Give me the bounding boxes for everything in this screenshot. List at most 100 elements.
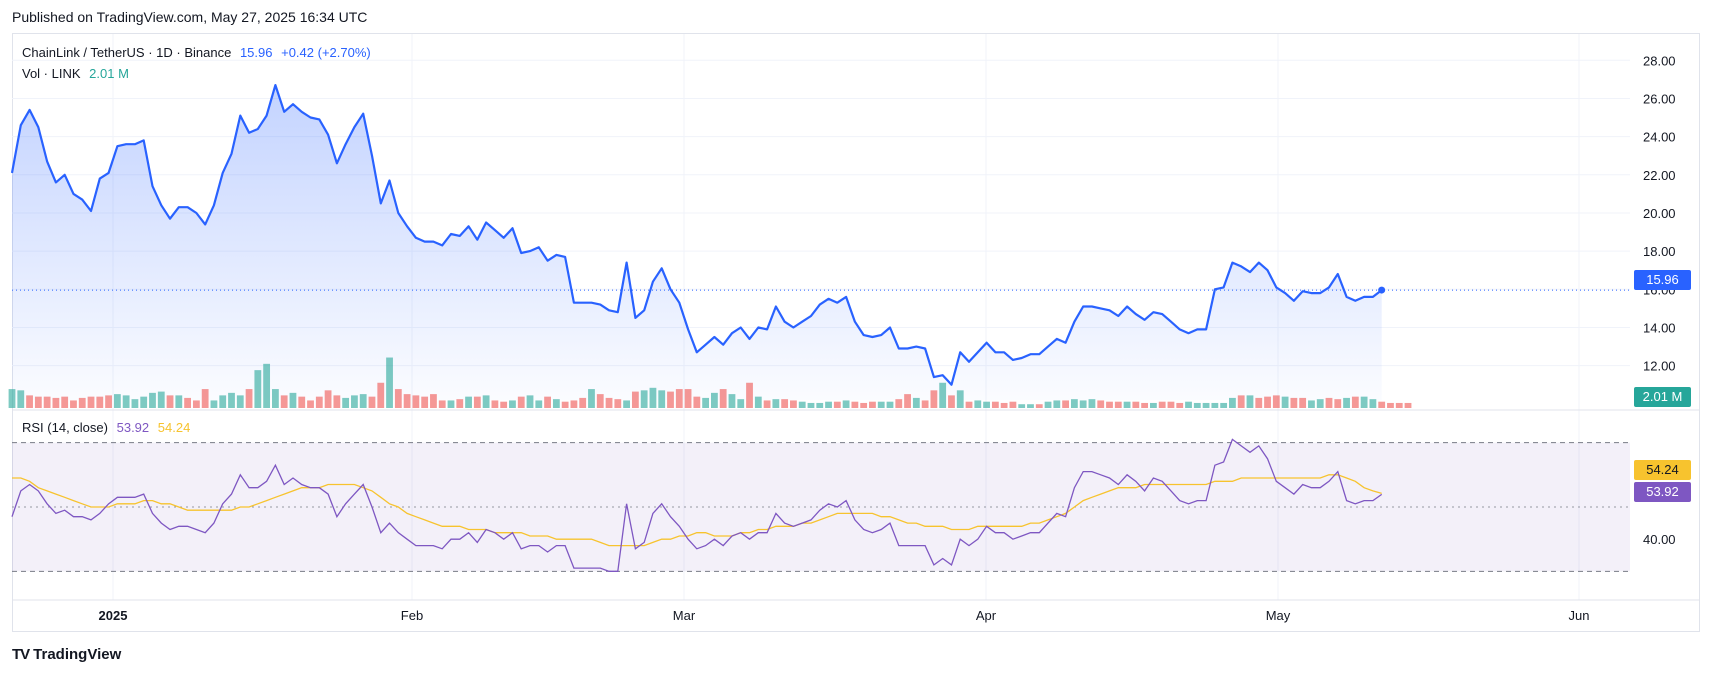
volume-bar <box>1246 395 1254 408</box>
volume-bar <box>307 400 314 408</box>
volume-bar <box>991 401 999 408</box>
volume-bar <box>579 397 587 408</box>
volume-bar <box>570 400 578 408</box>
price-tick-label: 14.00 <box>1643 320 1676 335</box>
volume-bar <box>403 394 411 408</box>
volume-bar <box>113 394 121 408</box>
volume-bar <box>684 389 692 408</box>
volume-bar <box>807 402 815 408</box>
volume-bar <box>711 392 718 408</box>
price-change: +0.42 (+2.70%) <box>281 45 371 60</box>
volume-bar <box>509 400 516 408</box>
volume-bar <box>1167 401 1175 408</box>
volume-bar <box>105 395 112 408</box>
volume-bar <box>482 395 490 408</box>
volume-bar <box>1290 397 1298 408</box>
price-tick-label: 24.00 <box>1643 130 1676 145</box>
volume-bar <box>965 401 973 408</box>
volume-bar <box>833 401 841 408</box>
volume-bar <box>526 395 534 408</box>
volume-bar <box>377 382 385 408</box>
volume-bar <box>1185 401 1192 408</box>
volume-legend[interactable]: Vol · LINK 2.01 M <box>22 66 134 81</box>
volume-bar <box>798 401 806 408</box>
volume-bar <box>772 399 780 408</box>
volume-bar <box>1000 402 1008 408</box>
volume-bar <box>1070 399 1078 408</box>
volume-bar <box>983 401 990 408</box>
volume-bar <box>236 395 244 408</box>
price-tick-label: 18.00 <box>1643 244 1676 259</box>
volume-bar <box>412 395 420 408</box>
volume-bar <box>131 399 139 408</box>
volume-bar <box>201 389 209 408</box>
volume-bar <box>351 395 358 408</box>
volume-bar <box>1220 402 1228 408</box>
volume-bar <box>1088 399 1096 408</box>
volume-bar <box>298 396 306 408</box>
symbol-legend[interactable]: ChainLink / TetherUS · 1D · Binance 15.9… <box>22 45 376 60</box>
volume-bar <box>948 395 955 408</box>
volume-bar <box>1404 402 1412 408</box>
volume-bar <box>851 401 859 408</box>
volume-bar <box>394 389 402 408</box>
volume-bar <box>658 390 666 408</box>
volume-bar <box>184 397 191 408</box>
volume-bar <box>1334 399 1342 408</box>
volume-bar <box>500 401 508 408</box>
volume-bar <box>1343 397 1350 408</box>
volume-bar <box>280 395 288 408</box>
volume-bar <box>921 400 929 408</box>
volume-bar <box>1211 402 1219 408</box>
tradingview-brand[interactable]: TV TradingView <box>12 646 121 663</box>
volume-bar <box>1018 404 1026 408</box>
volume-bar <box>359 394 367 408</box>
volume-bar <box>1255 397 1263 408</box>
volume-bar <box>272 389 279 408</box>
volume-bar <box>640 390 648 408</box>
volume-bar <box>1325 397 1333 408</box>
volume-bar <box>17 390 25 408</box>
price-tick-label: 20.00 <box>1643 206 1676 221</box>
volume-bar <box>588 389 595 408</box>
price-tag: 15.96 <box>1634 270 1691 290</box>
volume-bar <box>1264 396 1271 408</box>
volume-bar <box>1395 402 1403 408</box>
volume-bar <box>939 382 947 408</box>
volume-bar <box>333 395 341 408</box>
current-price-dot <box>1378 286 1386 294</box>
volume-bar <box>1132 401 1140 408</box>
time-axis-label: Apr <box>976 608 997 623</box>
volume-bar <box>623 400 630 408</box>
volume-bar <box>1351 396 1359 408</box>
price-tick-label: 22.00 <box>1643 168 1676 183</box>
published-header: Published on TradingView.com, May 27, 20… <box>12 9 368 25</box>
price-line <box>10 84 1383 386</box>
volume-bar <box>842 400 850 408</box>
volume-bar <box>1114 401 1122 408</box>
rsi-legend[interactable]: RSI (14, close) 53.92 54.24 <box>22 420 195 435</box>
volume-bar <box>324 390 332 408</box>
volume-bar <box>631 391 639 408</box>
rsi-ma-line <box>12 474 1382 547</box>
volume-bar <box>1158 401 1166 408</box>
volume-bar <box>746 382 753 408</box>
volume-bar <box>1062 400 1069 408</box>
volume-bar <box>1299 397 1307 408</box>
volume-bar <box>175 395 183 408</box>
volume-bar <box>210 400 218 408</box>
volume-bar <box>254 370 262 408</box>
volume-bar <box>1360 396 1368 408</box>
rsi-band <box>12 442 1630 572</box>
price-tick-label: 12.00 <box>1643 359 1676 374</box>
rsi-ma-tag: 54.24 <box>1634 460 1691 480</box>
volume-bar <box>816 402 824 408</box>
volume-bar <box>1176 402 1184 408</box>
volume-bar <box>1097 400 1105 408</box>
volume-bar <box>149 392 156 408</box>
price-tick-label: 26.00 <box>1643 91 1676 106</box>
volume-bar <box>491 400 499 408</box>
time-axis-label: Feb <box>401 608 423 623</box>
volume-bar <box>263 363 271 408</box>
